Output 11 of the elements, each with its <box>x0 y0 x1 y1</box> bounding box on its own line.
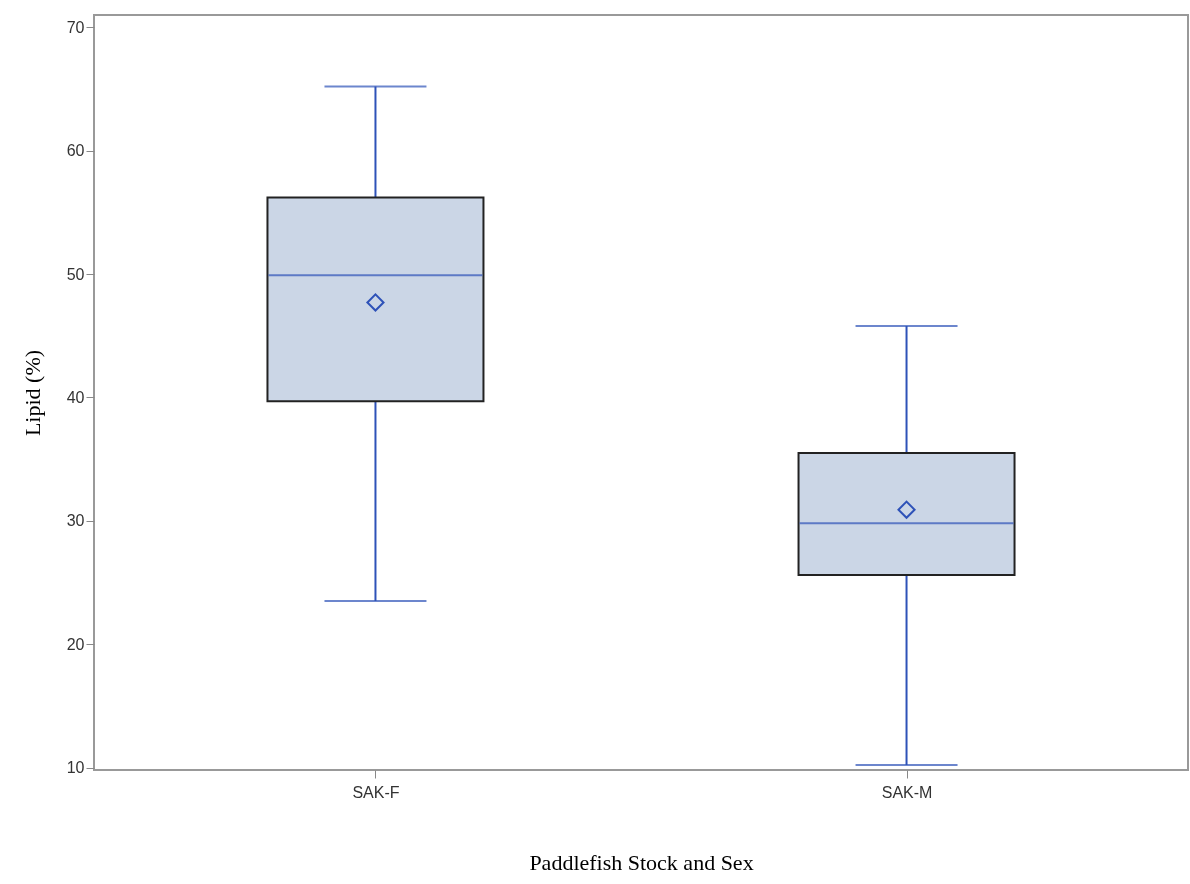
y-tick-label: 70 <box>66 18 85 36</box>
x-tick-label: SAK-F <box>352 783 400 801</box>
x-axis-title: Paddlefish Stock and Sex <box>529 849 754 875</box>
y-axis-title: Lipid (%) <box>19 349 45 437</box>
y-tick-label: 20 <box>66 635 85 653</box>
y-tick-label: 50 <box>66 265 85 283</box>
y-tick-label: 60 <box>66 142 85 160</box>
y-tick-label: 10 <box>66 759 85 777</box>
y-tick-label: 40 <box>66 388 85 406</box>
x-tick-label: SAK-M <box>881 783 933 801</box>
y-tick-label: 30 <box>66 512 85 530</box>
